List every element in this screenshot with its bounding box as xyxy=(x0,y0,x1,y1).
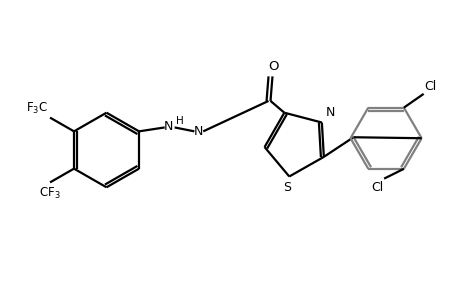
Text: Cl: Cl xyxy=(370,181,382,194)
Text: $\mathregular{F_3C}$: $\mathregular{F_3C}$ xyxy=(26,100,48,116)
Text: $\mathregular{CF_3}$: $\mathregular{CF_3}$ xyxy=(39,186,61,201)
Text: H: H xyxy=(175,116,183,126)
Text: Cl: Cl xyxy=(424,80,436,93)
Text: O: O xyxy=(268,60,278,74)
Text: N: N xyxy=(163,120,173,133)
Text: N: N xyxy=(325,106,335,118)
Text: N: N xyxy=(193,125,202,138)
Text: S: S xyxy=(283,182,291,194)
